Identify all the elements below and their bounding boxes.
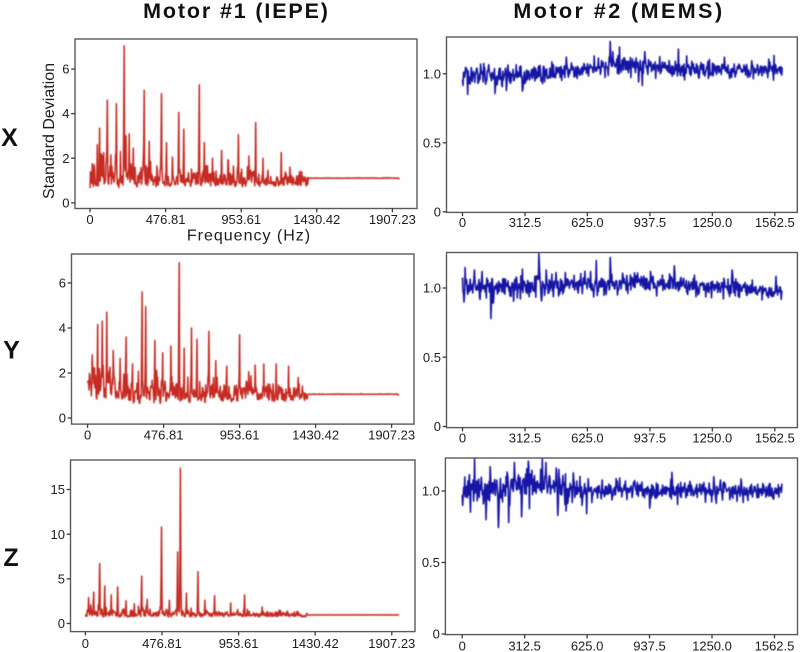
svg-text:6: 6 — [59, 276, 66, 291]
svg-text:0: 0 — [86, 212, 93, 227]
svg-text:0: 0 — [459, 215, 466, 230]
svg-text:10: 10 — [51, 527, 65, 542]
svg-text:312.5: 312.5 — [508, 639, 541, 652]
svg-text:5: 5 — [58, 571, 65, 586]
svg-text:476.81: 476.81 — [142, 636, 182, 651]
svg-text:0: 0 — [62, 195, 69, 210]
svg-text:2: 2 — [62, 151, 69, 166]
svg-text:Frequency (Hz): Frequency (Hz) — [187, 228, 311, 245]
svg-text:X: X — [1, 124, 18, 152]
svg-text:1562.5: 1562.5 — [755, 431, 795, 446]
svg-text:1250.0: 1250.0 — [692, 639, 732, 652]
svg-text:0: 0 — [434, 204, 441, 219]
svg-text:1562.5: 1562.5 — [755, 215, 795, 230]
svg-text:0: 0 — [433, 627, 440, 642]
svg-text:1250.0: 1250.0 — [692, 215, 732, 230]
svg-text:0.5: 0.5 — [423, 350, 441, 365]
svg-text:6: 6 — [62, 62, 69, 77]
svg-text:1430.42: 1430.42 — [292, 636, 339, 651]
svg-text:1907.23: 1907.23 — [368, 428, 415, 443]
svg-text:1907.23: 1907.23 — [369, 212, 416, 227]
svg-text:476.81: 476.81 — [146, 212, 186, 227]
svg-text:0: 0 — [84, 428, 91, 443]
svg-text:1250.0: 1250.0 — [692, 431, 732, 446]
svg-text:0: 0 — [459, 639, 466, 652]
svg-text:4: 4 — [59, 321, 66, 336]
svg-text:1.0: 1.0 — [423, 66, 441, 81]
svg-text:312.5: 312.5 — [509, 215, 542, 230]
svg-text:625.0: 625.0 — [571, 639, 604, 652]
svg-text:953.61: 953.61 — [219, 636, 259, 651]
svg-text:1.0: 1.0 — [423, 281, 441, 296]
svg-text:1430.42: 1430.42 — [293, 212, 340, 227]
svg-text:1562.5: 1562.5 — [755, 639, 795, 652]
svg-text:Y: Y — [3, 337, 20, 365]
svg-text:Motor #2 (MEMS): Motor #2 (MEMS) — [513, 0, 724, 23]
svg-text:312.5: 312.5 — [509, 431, 542, 446]
svg-text:2: 2 — [59, 366, 66, 381]
svg-text:953.61: 953.61 — [221, 212, 261, 227]
svg-text:937.5: 937.5 — [633, 639, 666, 652]
svg-text:625.0: 625.0 — [571, 431, 604, 446]
svg-text:0.5: 0.5 — [422, 555, 440, 570]
svg-text:15: 15 — [51, 482, 65, 497]
svg-text:1.0: 1.0 — [422, 484, 440, 499]
svg-text:625.0: 625.0 — [571, 215, 604, 230]
svg-text:Z: Z — [3, 544, 18, 572]
svg-text:4: 4 — [62, 106, 69, 121]
svg-text:1907.23: 1907.23 — [368, 636, 415, 651]
svg-text:953.61: 953.61 — [220, 428, 260, 443]
svg-text:1430.42: 1430.42 — [292, 428, 339, 443]
svg-text:0: 0 — [82, 636, 89, 651]
svg-text:0: 0 — [59, 411, 66, 426]
svg-text:937.5: 937.5 — [634, 431, 667, 446]
svg-text:0.5: 0.5 — [423, 135, 441, 150]
svg-text:0: 0 — [459, 431, 466, 446]
svg-text:0: 0 — [434, 419, 441, 434]
svg-text:476.81: 476.81 — [144, 428, 184, 443]
svg-text:Standard Deviation: Standard Deviation — [41, 63, 58, 199]
svg-text:0: 0 — [58, 616, 65, 631]
svg-text:937.5: 937.5 — [634, 215, 667, 230]
svg-text:Motor #1 (IEPE): Motor #1 (IEPE) — [143, 0, 330, 23]
